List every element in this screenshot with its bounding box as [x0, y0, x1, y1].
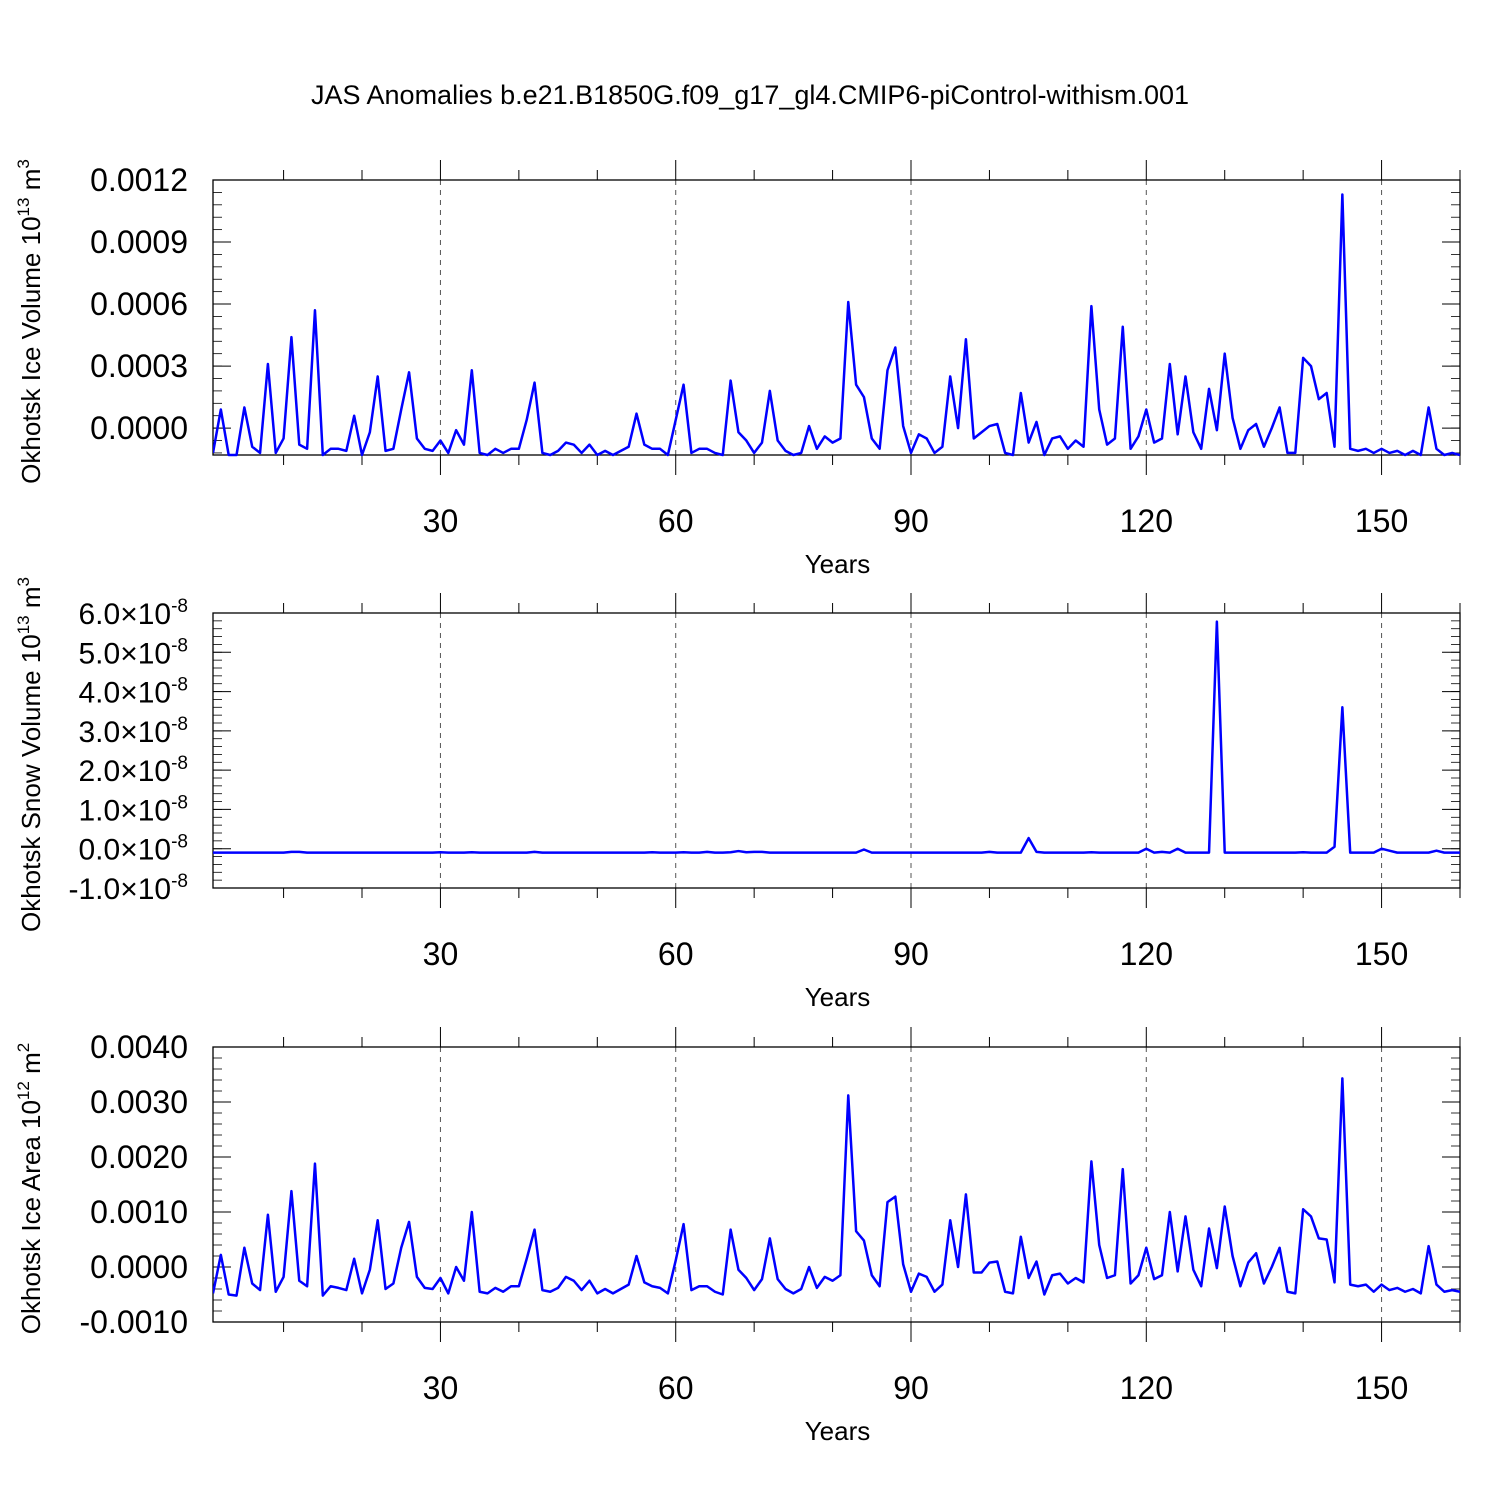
panel-2: 30 60 90 120 150 Years -1.0×10-8 0.0×10-8 1.0×10… — [14, 577, 1461, 1012]
plot-frame — [212, 179, 1461, 456]
x-tick-label: 90 — [893, 1370, 929, 1406]
y-tick-label: 2.0×10-8 — [78, 753, 188, 788]
y-tick-label: 1.0×10-8 — [78, 792, 188, 827]
figure-title: JAS Anomalies b.e21.B1850G.f09_g17_gl4.C… — [311, 80, 1189, 110]
y-axis-label: Okhotsk Ice Area 1012 m2 — [14, 1043, 46, 1334]
y-tick-label: 0.0020 — [90, 1139, 188, 1175]
y-axis-label: Okhotsk Ice Volume 1013 m3 — [14, 159, 46, 484]
plot-frame — [212, 612, 1461, 889]
panels: 30 60 90 120 150 Years 0.0000 0.0003 0.0006 0.000… — [14, 159, 1461, 1446]
series-line — [213, 1077, 1460, 1297]
x-tick-label: 120 — [1120, 503, 1173, 539]
series-line — [213, 620, 1460, 854]
x-tick-label: 120 — [1120, 936, 1173, 972]
series-line — [213, 193, 1460, 457]
y-tick-label: 0.0006 — [90, 286, 188, 322]
x-tick-label: 120 — [1120, 1370, 1173, 1406]
x-tick-label: 30 — [423, 1370, 459, 1406]
y-tick-label: 0.0000 — [90, 1249, 188, 1285]
y-tick-label: 5.0×10-8 — [78, 635, 188, 670]
x-axis-label: Years — [805, 982, 871, 1012]
y-tick-label: 0.0010 — [90, 1194, 188, 1230]
x-tick-label: 60 — [658, 503, 694, 539]
x-tick-label: 150 — [1355, 503, 1408, 539]
y-tick-label: -1.0×10-8 — [69, 871, 189, 906]
y-tick-label: 0.0003 — [90, 348, 188, 384]
x-axis-label: Years — [805, 549, 871, 579]
y-tick-label: 0.0009 — [90, 224, 188, 260]
y-tick-label: 0.0040 — [90, 1029, 188, 1065]
panel-3: 30 60 90 120 150 Years -0.0010 0.0000 0.0010 0.00… — [14, 1027, 1461, 1446]
x-axis-label: Years — [805, 1416, 871, 1446]
y-tick-label: -0.0010 — [79, 1304, 188, 1340]
x-tick-label: 150 — [1355, 936, 1408, 972]
x-tick-label: 60 — [658, 1370, 694, 1406]
plot-frame — [212, 1046, 1461, 1323]
y-tick-label: 0.0030 — [90, 1084, 188, 1120]
y-tick-label: 4.0×10-8 — [78, 675, 188, 710]
x-tick-label: 30 — [423, 936, 459, 972]
x-tick-label: 150 — [1355, 1370, 1408, 1406]
x-tick-label: 90 — [893, 936, 929, 972]
y-tick-label: 0.0000 — [90, 410, 188, 446]
x-tick-label: 60 — [658, 936, 694, 972]
y-tick-label: 0.0012 — [90, 162, 188, 198]
panel-1: 30 60 90 120 150 Years 0.0000 0.0003 0.0006 0.000… — [14, 159, 1461, 579]
y-axis-label: Okhotsk Snow Volume 1013 m3 — [14, 577, 46, 932]
x-tick-label: 90 — [893, 503, 929, 539]
y-tick-label: 3.0×10-8 — [78, 714, 188, 749]
y-tick-label: 0.0×10-8 — [78, 832, 188, 867]
y-tick-label: 6.0×10-8 — [78, 596, 188, 631]
x-tick-label: 30 — [423, 503, 459, 539]
